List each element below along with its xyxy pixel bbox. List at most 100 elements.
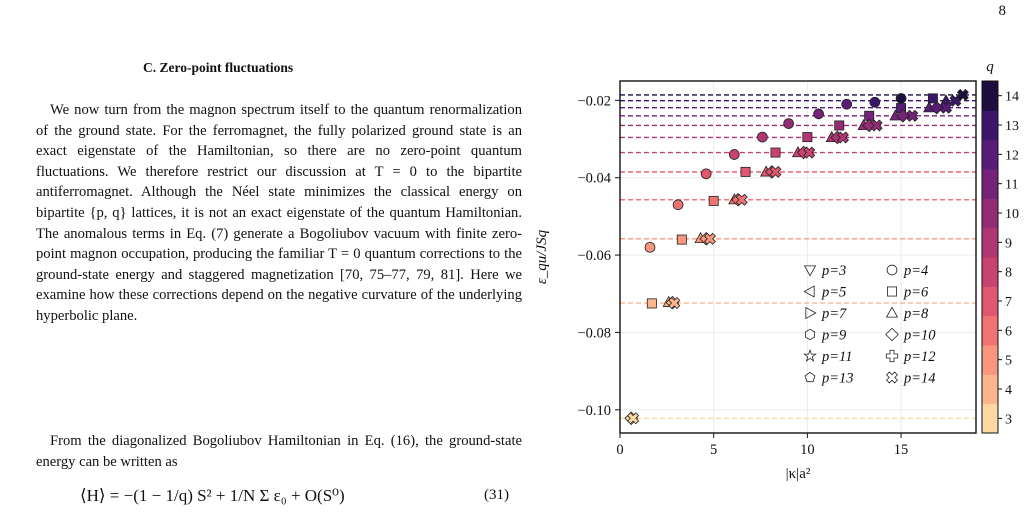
legend-marker-p4	[886, 264, 898, 276]
x-axis-label: |κ|a²	[786, 466, 811, 482]
legend-marker-p13	[804, 371, 816, 383]
data-point-p4	[700, 168, 712, 180]
data-points	[624, 88, 969, 426]
data-point-p14	[870, 119, 883, 132]
data-point-p14	[668, 297, 681, 310]
equation-number: (31)	[484, 487, 509, 503]
data-point-p4	[783, 118, 794, 129]
legend-marker-p3	[803, 265, 817, 277]
legend-label: p=8	[903, 306, 929, 322]
x-tick-label: 0	[616, 442, 623, 458]
legend-label: p=10	[903, 328, 936, 344]
x-tick-label: 15	[894, 442, 909, 458]
page-number: 8	[998, 3, 1007, 19]
data-point-p6	[740, 166, 751, 177]
data-point-p14	[769, 165, 782, 178]
legend-marker-p14	[885, 371, 899, 384]
data-point-p14	[906, 109, 919, 122]
colorbar-tick-label: 14	[1005, 90, 1019, 105]
data-point-p6	[927, 93, 938, 104]
colorbar-segment-q12	[982, 139, 998, 170]
colorbar-tick-label: 7	[1005, 295, 1012, 310]
legend-marker-p11	[803, 348, 817, 362]
colorbar-segment-q3	[982, 403, 998, 434]
energy-curvature-figure: 0 5 10 15 −0.02 −0.04 −0.06 −0.08 −0.10 |κ|a² ε_qu…	[534, 59, 1019, 482]
y-axis-label: ε_qu/JSq	[534, 229, 550, 284]
colorbar: 3 4 5 6 7 8 9 10 11 12 13 14 q	[981, 59, 1019, 434]
data-point-p4	[869, 96, 881, 108]
colorbar-segment-q7	[982, 286, 998, 317]
legend-label: p=11	[821, 349, 852, 365]
paragraph-1: We now turn from the magnon spectrum its…	[36, 102, 522, 324]
y-tick-label: −0.10	[577, 403, 611, 419]
colorbar-tick-label: 3	[1005, 412, 1012, 427]
data-point-p14	[956, 88, 969, 101]
legend-label: p=13	[821, 371, 854, 387]
data-point-p4	[728, 149, 740, 160]
legend-label: p=3	[821, 263, 846, 279]
y-tick-label: −0.08	[577, 325, 611, 341]
y-tick-label: −0.04	[577, 171, 611, 187]
colorbar-tick-label: 6	[1005, 324, 1012, 339]
data-point-p6	[708, 195, 719, 206]
legend-label: p=12	[903, 349, 936, 365]
data-point-p14	[627, 412, 640, 425]
data-point-p14	[836, 131, 849, 144]
legend-marker-p10	[885, 327, 899, 342]
colorbar-frame	[981, 80, 999, 434]
legend-marker-p9	[805, 328, 815, 341]
paragraph-2: From the diagonalized Bogoliubov Hamilto…	[36, 433, 522, 470]
colorbar-tick-label: 12	[1005, 148, 1019, 163]
legend-marker-p5	[803, 285, 815, 298]
legend-label: p=4	[903, 263, 928, 279]
data-point-p4	[813, 108, 824, 120]
colorbar-segment-q6	[982, 315, 998, 346]
legend: p=3 p=4 p=5 p=6 p=7 p=8 p=9 p=10 p=11 p=12 p=13 p=1…	[803, 263, 936, 387]
legend-marker-p12	[885, 349, 899, 363]
legend-label: p=9	[821, 328, 847, 344]
data-point-p6	[770, 147, 781, 158]
data-point-p6	[646, 298, 657, 309]
data-point-p4	[672, 199, 684, 211]
y-tick-label: −0.06	[577, 248, 611, 264]
colorbar-tick-label: 8	[1005, 266, 1012, 281]
colorbar-tick-label: 9	[1005, 236, 1012, 251]
data-point-p14	[703, 232, 716, 245]
data-point-p6	[834, 120, 845, 131]
colorbar-tick-label: 11	[1005, 178, 1018, 193]
data-point-p4	[644, 241, 656, 253]
colorbar-segment-q13	[982, 110, 998, 141]
colorbar-segment-q9	[982, 227, 998, 258]
plot-frame	[619, 80, 977, 434]
colorbar-segment-q11	[982, 169, 998, 199]
data-point-p14	[940, 101, 953, 114]
legend-marker-p8	[885, 306, 899, 318]
colorbar-segment-q5	[982, 345, 998, 375]
equation: ⟨H⟩ = −(1 − 1/q) S² + 1/N Σ ε₀ + O(S⁰)	[80, 486, 345, 505]
data-point-p4	[895, 93, 907, 104]
section-heading: C. Zero-point fluctuations	[143, 60, 294, 75]
colorbar-segment-q10	[982, 198, 998, 229]
legend-marker-p7	[805, 306, 817, 320]
colorbar-tick-label: 4	[1005, 383, 1012, 398]
x-tick-label: 5	[710, 442, 717, 458]
legend-label: p=5	[821, 285, 846, 301]
data-point-p4	[841, 98, 853, 110]
legend-label: p=7	[821, 306, 847, 322]
legend-marker-p6	[887, 286, 897, 297]
data-point-p6	[802, 132, 813, 143]
colorbar-segment-q14	[982, 81, 998, 111]
y-tick-label: −0.02	[577, 93, 611, 109]
colorbar-tick-label: 5	[1005, 354, 1012, 369]
colorbar-tick-label: 13	[1005, 119, 1019, 134]
axes: 0 5 10 15 −0.02 −0.04 −0.06 −0.08 −0.10 |κ|a² ε_qu…	[534, 80, 977, 482]
data-point-p14	[735, 193, 748, 206]
legend-label: p=14	[903, 371, 936, 387]
data-point-p14	[803, 146, 816, 159]
legend-label: p=6	[903, 285, 929, 301]
colorbar-title: q	[986, 59, 994, 75]
data-point-p6	[676, 234, 687, 245]
colorbar-segment-q8	[982, 257, 998, 287]
colorbar-segment-q4	[982, 374, 998, 405]
x-tick-label: 10	[800, 442, 815, 458]
